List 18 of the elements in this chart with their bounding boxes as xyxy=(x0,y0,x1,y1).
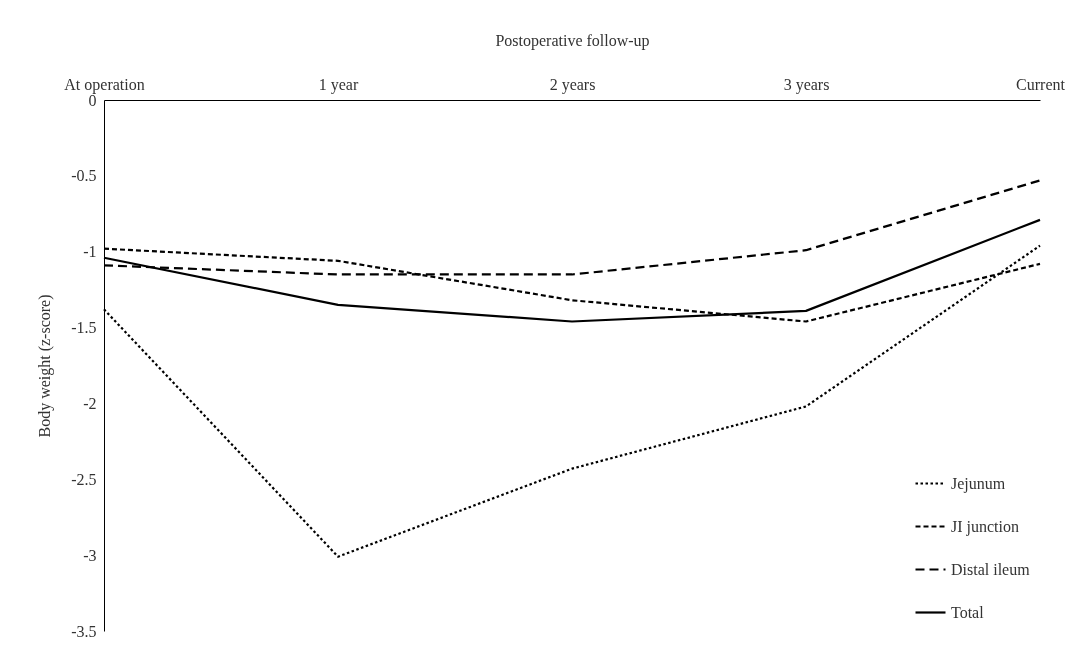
y-axis-title: Body weight (z-score) xyxy=(36,294,55,438)
x-tick-label: 2 years xyxy=(549,75,596,94)
y-tick-label: -2.5 xyxy=(71,470,97,488)
x-tick-label: At operation xyxy=(64,75,145,94)
x-axis-title: Postoperative follow-up xyxy=(495,31,650,50)
y-tick-label: -2 xyxy=(83,394,97,412)
y-tick-label: -3.5 xyxy=(71,622,97,640)
x-tick-label: 1 year xyxy=(318,75,359,94)
legend-label: JI junction xyxy=(951,517,1019,536)
x-tick-label: 3 years xyxy=(783,75,830,94)
x-tick-label: Current xyxy=(1016,75,1066,93)
y-tick-label: -1.5 xyxy=(71,319,97,337)
y-tick-label: -0.5 xyxy=(71,167,97,185)
legend-label: Total xyxy=(951,603,985,621)
legend-label: Distal ileum xyxy=(951,560,1031,578)
y-tick-label: -3 xyxy=(83,546,97,564)
legend-label: Jejunum xyxy=(951,474,1006,493)
y-tick-label: -1 xyxy=(83,243,97,261)
